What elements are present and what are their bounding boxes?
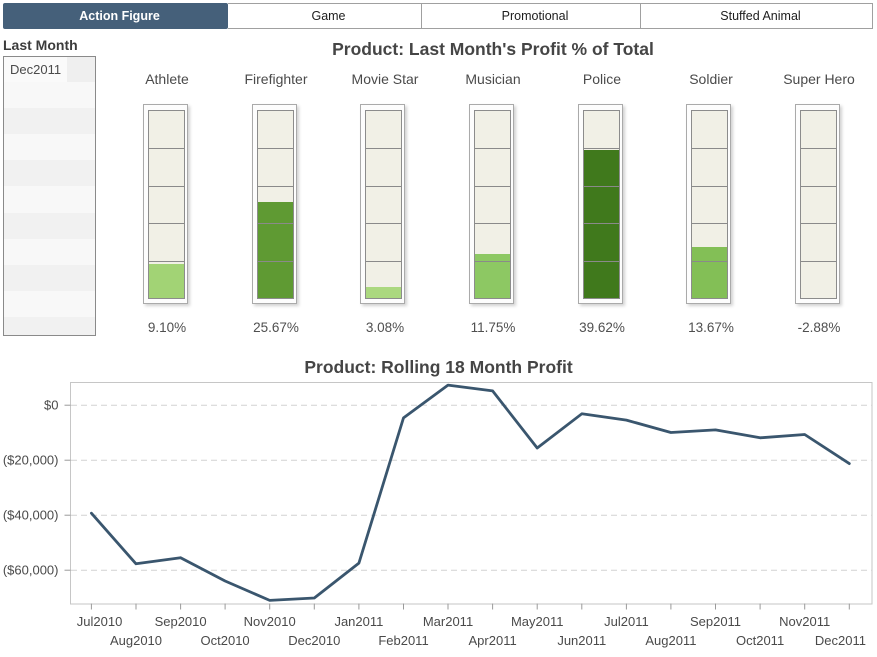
svg-text:Oct2011: Oct2011 — [736, 633, 784, 648]
svg-text:Aug2010: Aug2010 — [110, 633, 162, 648]
svg-text:Sep2010: Sep2010 — [155, 614, 207, 629]
svg-text:Sep2011: Sep2011 — [690, 614, 741, 629]
svg-text:Oct2010: Oct2010 — [201, 633, 250, 648]
svg-text:Nov2011: Nov2011 — [779, 614, 830, 629]
svg-text:Mar2011: Mar2011 — [423, 614, 473, 629]
svg-text:($20,000): ($20,000) — [3, 453, 59, 468]
svg-text:$0: $0 — [44, 398, 58, 413]
svg-text:Aug2011: Aug2011 — [645, 633, 696, 648]
svg-text:($60,000): ($60,000) — [3, 563, 59, 578]
svg-text:Jan2011: Jan2011 — [334, 614, 383, 629]
svg-text:Jul2010: Jul2010 — [77, 614, 123, 629]
svg-text:Dec2011: Dec2011 — [815, 633, 866, 648]
svg-text:Apr2011: Apr2011 — [469, 633, 517, 648]
svg-text:Nov2010: Nov2010 — [244, 614, 296, 629]
svg-text:May2011: May2011 — [511, 614, 564, 629]
svg-text:($40,000): ($40,000) — [3, 508, 59, 523]
svg-text:Jul2011: Jul2011 — [604, 614, 649, 629]
svg-text:Jun2011: Jun2011 — [557, 633, 606, 648]
svg-text:Dec2010: Dec2010 — [288, 633, 340, 648]
svg-text:Feb2011: Feb2011 — [378, 633, 428, 648]
